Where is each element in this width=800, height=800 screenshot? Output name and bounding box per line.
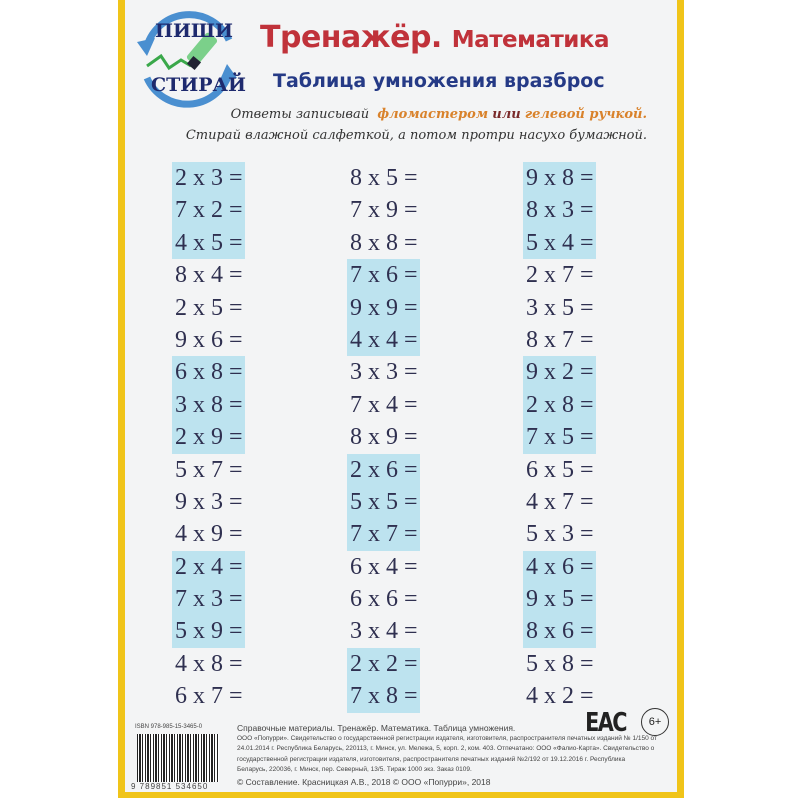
problem-row: 7 x 9 = (350, 197, 418, 224)
problem-row: 4 x 7 = (526, 488, 594, 515)
problem-row: 8 x 9 = (350, 424, 418, 451)
worksheet: ПИШИ СТИРАЙ Тренажёр. Математика Таблица… (125, 0, 677, 792)
problem-row: 2 x 6 = (347, 453, 420, 486)
problem-row: 6 x 8 = (172, 356, 245, 389)
problem-row: 8 x 6 = (523, 615, 596, 648)
problem-row: 3 x 5 = (526, 294, 594, 321)
problem-row: 5 x 3 = (526, 521, 594, 548)
problem-row: 6 x 6 = (350, 586, 418, 613)
problem-row: 4 x 8 = (175, 650, 243, 677)
problem-row: 9 x 5 = (523, 583, 596, 616)
problem-row: 8 x 5 = (350, 165, 418, 191)
problem-row: 4 x 5 = (172, 226, 245, 260)
problem-row: 2 x 2 = (347, 647, 420, 681)
copyright: © Составление. Красницкая А.В., 2018 © О… (237, 776, 491, 787)
problem-row: 9 x 2 = (523, 356, 596, 389)
column-3: 9 x 8 = 8 x 3 = 5 x 4 = 2 x 7 = 3 x 5 = 8 x 7… (523, 162, 596, 713)
problem-row: 3 x 8 = (172, 388, 245, 422)
column-2: 8 x 5 = 7 x 9 = 8 x 8 = 7 x 6 = 9 x 9 = 4 x 4… (347, 162, 420, 713)
problem-row: 7 x 3 = (172, 583, 245, 616)
instr-or: или (492, 107, 521, 122)
instructions: Ответы записывай фломастером или гелевой… (186, 104, 647, 146)
problem-row: 5 x 8 = (526, 650, 594, 677)
problem-row: 5 x 9 = (172, 615, 245, 648)
isbn: ISBN 978-985-15-3465-0 (135, 724, 203, 730)
column-1: 2 x 3 = 7 x 2 = 4 x 5 = 8 x 4 = 2 x 5 = 9 x 6… (172, 162, 245, 713)
problem-row: 2 x 3 = (172, 162, 245, 195)
instr-erase: Стирай влажной салфеткой, а потом протри… (185, 128, 647, 143)
problem-row: 7 x 7 = (347, 518, 420, 551)
problem-row: 7 x 6 = (347, 259, 420, 292)
problem-row: 9 x 6 = (175, 326, 243, 353)
erase-arrows-icon (137, 11, 237, 108)
problem-row: 5 x 5 = (347, 485, 420, 519)
imprint: Справочные материалы. Тренажёр. Математи… (237, 722, 657, 788)
logo-text-write: ПИШИ (155, 20, 233, 42)
problem-row: 3 x 3 = (350, 359, 418, 386)
problem-row: 5 x 7 = (175, 456, 243, 483)
problem-row: 6 x 5 = (526, 456, 594, 483)
problem-row: 2 x 9 = (172, 421, 245, 454)
page-subtitle: Таблица умножения вразброс (273, 70, 605, 92)
problem-row: 8 x 8 = (350, 229, 418, 256)
problem-row: 6 x 4 = (350, 553, 418, 580)
problem-row: 2 x 4 = (172, 550, 245, 584)
problem-row: 2 x 5 = (175, 294, 243, 321)
problem-row: 4 x 9 = (175, 521, 243, 548)
instr-gel-pen: гелевой ручкой. (524, 107, 647, 122)
problem-row: 9 x 9 = (347, 291, 420, 324)
problem-row: 9 x 3 = (175, 488, 243, 515)
worksheet-frame: ПИШИ СТИРАЙ Тренажёр. Математика Таблица… (118, 0, 684, 798)
problem-row: 4 x 6 = (523, 550, 596, 584)
problem-row: 9 x 8 = (523, 162, 596, 195)
logo: ПИШИ СТИРАЙ (133, 6, 246, 114)
problem-row: 2 x 8 = (523, 388, 596, 422)
problem-row: 7 x 8 = (347, 680, 420, 713)
instr-marker: фломастером (377, 107, 489, 122)
title-part-math: Математика (451, 27, 610, 53)
page-title: Тренажёр. Математика (260, 20, 610, 55)
problem-row: 8 x 7 = (526, 326, 594, 353)
problem-row: 3 x 4 = (350, 618, 418, 645)
problem-row: 4 x 2 = (526, 683, 594, 710)
problem-row: 7 x 2 = (172, 194, 245, 227)
imprint-details: ООО «Попурри». Свидетельство о государст… (237, 735, 657, 774)
imprint-title: Справочные материалы. Тренажёр. Математи… (237, 723, 516, 733)
problem-row: 8 x 3 = (523, 194, 596, 227)
logo-text-erase: СТИРАЙ (151, 74, 246, 96)
problem-row: 7 x 5 = (523, 421, 596, 454)
eac-mark: ЕАС (585, 708, 627, 738)
barcode (137, 734, 219, 782)
problem-row: 2 x 7 = (526, 262, 594, 289)
age-rating-badge: 6+ (641, 708, 669, 736)
instr-text: Ответы записывай (230, 107, 370, 122)
problem-row: 6 x 7 = (175, 683, 243, 710)
problem-row: 7 x 4 = (350, 391, 418, 418)
barcode-number: 9 789851 534650 (131, 782, 209, 791)
problem-row: 5 x 4 = (523, 226, 596, 260)
title-part-trainer: Тренажёр. (260, 20, 442, 55)
problem-row: 4 x 4 = (347, 323, 420, 357)
problem-row: 8 x 4 = (175, 262, 243, 289)
